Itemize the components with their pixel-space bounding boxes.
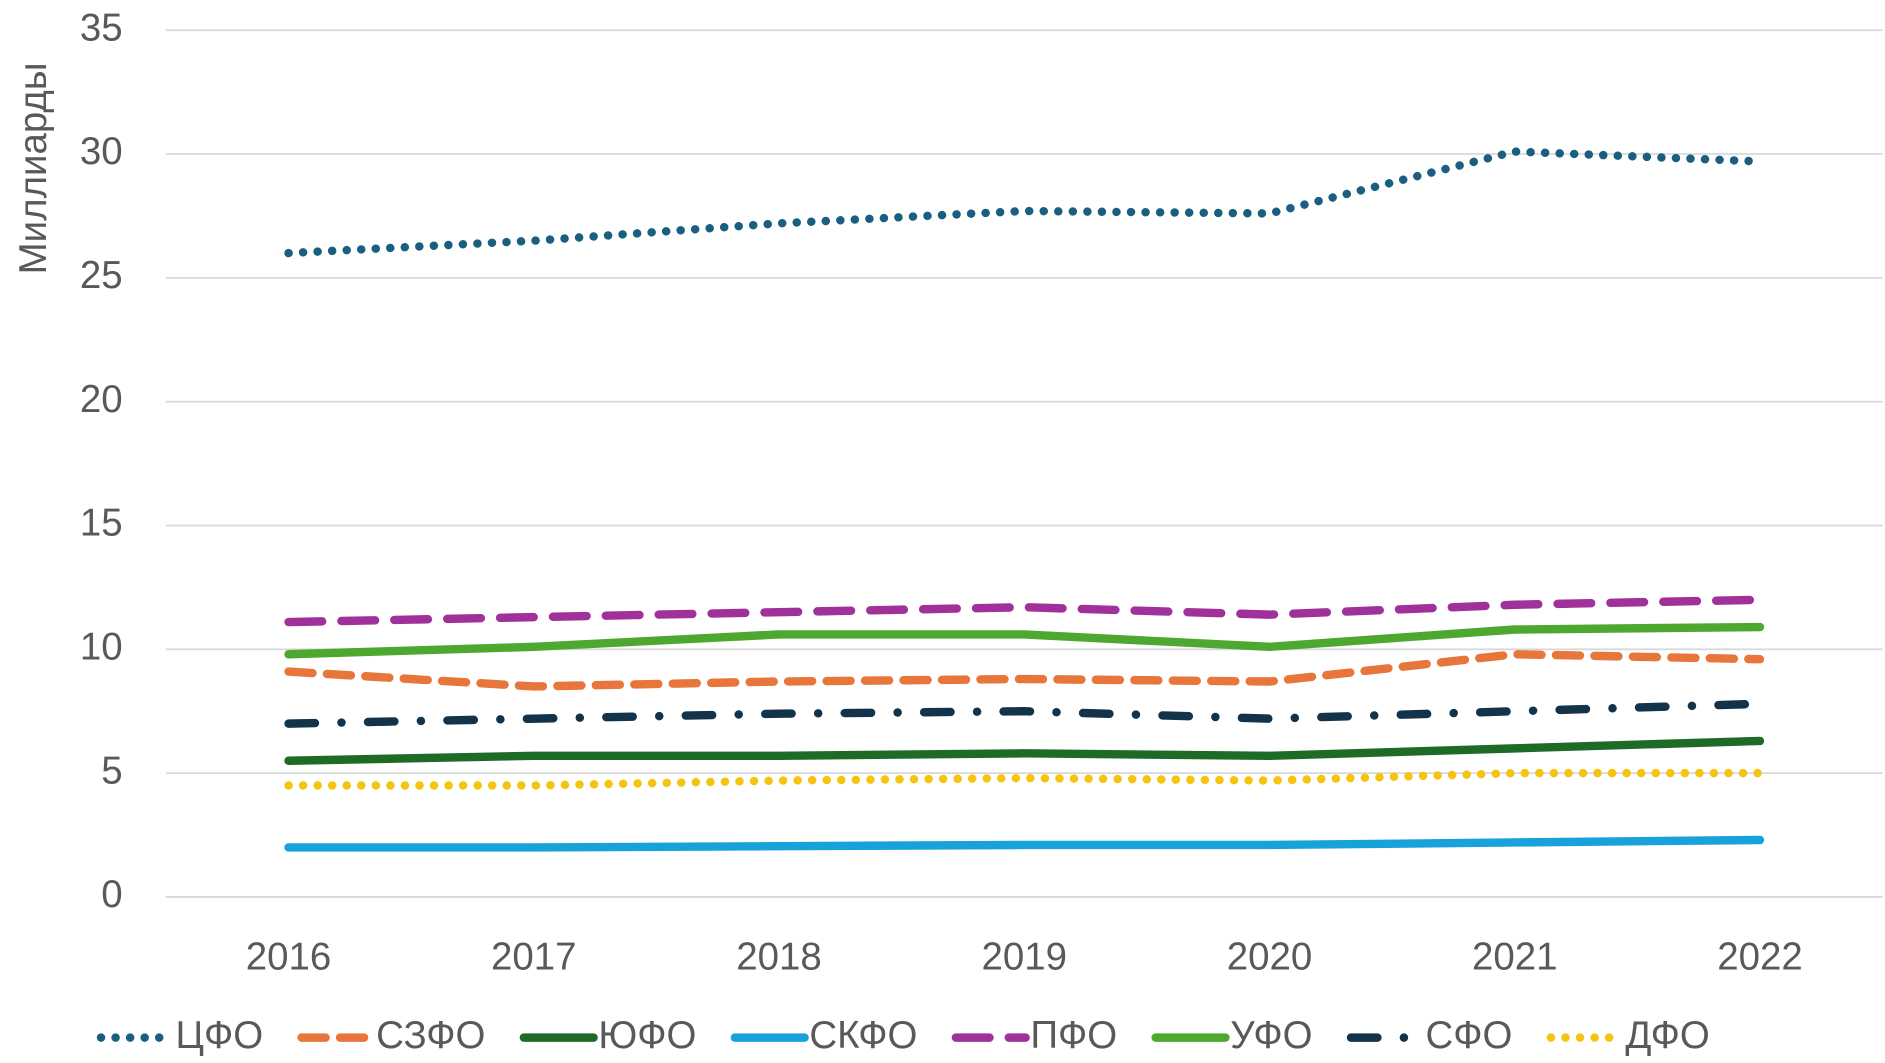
x-tick-label: 2020	[1227, 936, 1313, 979]
y-tick-label: 25	[80, 254, 123, 297]
x-tick-label: 2022	[1717, 936, 1803, 979]
legend-label: СКФО	[809, 1014, 917, 1057]
x-tick-label: 2016	[246, 936, 332, 979]
y-tick-label: 30	[80, 130, 123, 173]
legend-label: ПФО	[1030, 1014, 1117, 1057]
y-tick-label: 20	[80, 378, 123, 421]
y-tick-label: 0	[101, 873, 122, 916]
legend-label: ЮФО	[598, 1014, 696, 1057]
series-line	[284, 650, 1765, 691]
series-line	[284, 768, 1765, 790]
legend-label: ДФО	[1625, 1014, 1709, 1057]
y-axis-label: Миллиарды	[12, 63, 55, 275]
legend-label: СФО	[1426, 1014, 1513, 1057]
y-tick-label: 35	[80, 6, 123, 49]
legend-label: СЗФО	[376, 1014, 485, 1057]
y-tick-label: 10	[80, 625, 123, 668]
x-tick-label: 2018	[736, 936, 822, 979]
x-tick-label: 2017	[491, 936, 577, 979]
series-line	[284, 736, 1765, 765]
legend-label: УФО	[1230, 1014, 1312, 1057]
x-tick-label: 2019	[981, 936, 1067, 979]
y-tick-label: 5	[101, 749, 122, 792]
x-tick-label: 2021	[1472, 936, 1558, 979]
series-line	[284, 835, 1765, 852]
series-line	[284, 699, 1765, 728]
y-tick-label: 15	[80, 502, 123, 545]
series-line	[284, 595, 1765, 627]
series-line	[284, 622, 1765, 659]
series-line	[284, 147, 1765, 258]
legend-label: ЦФО	[176, 1014, 264, 1057]
